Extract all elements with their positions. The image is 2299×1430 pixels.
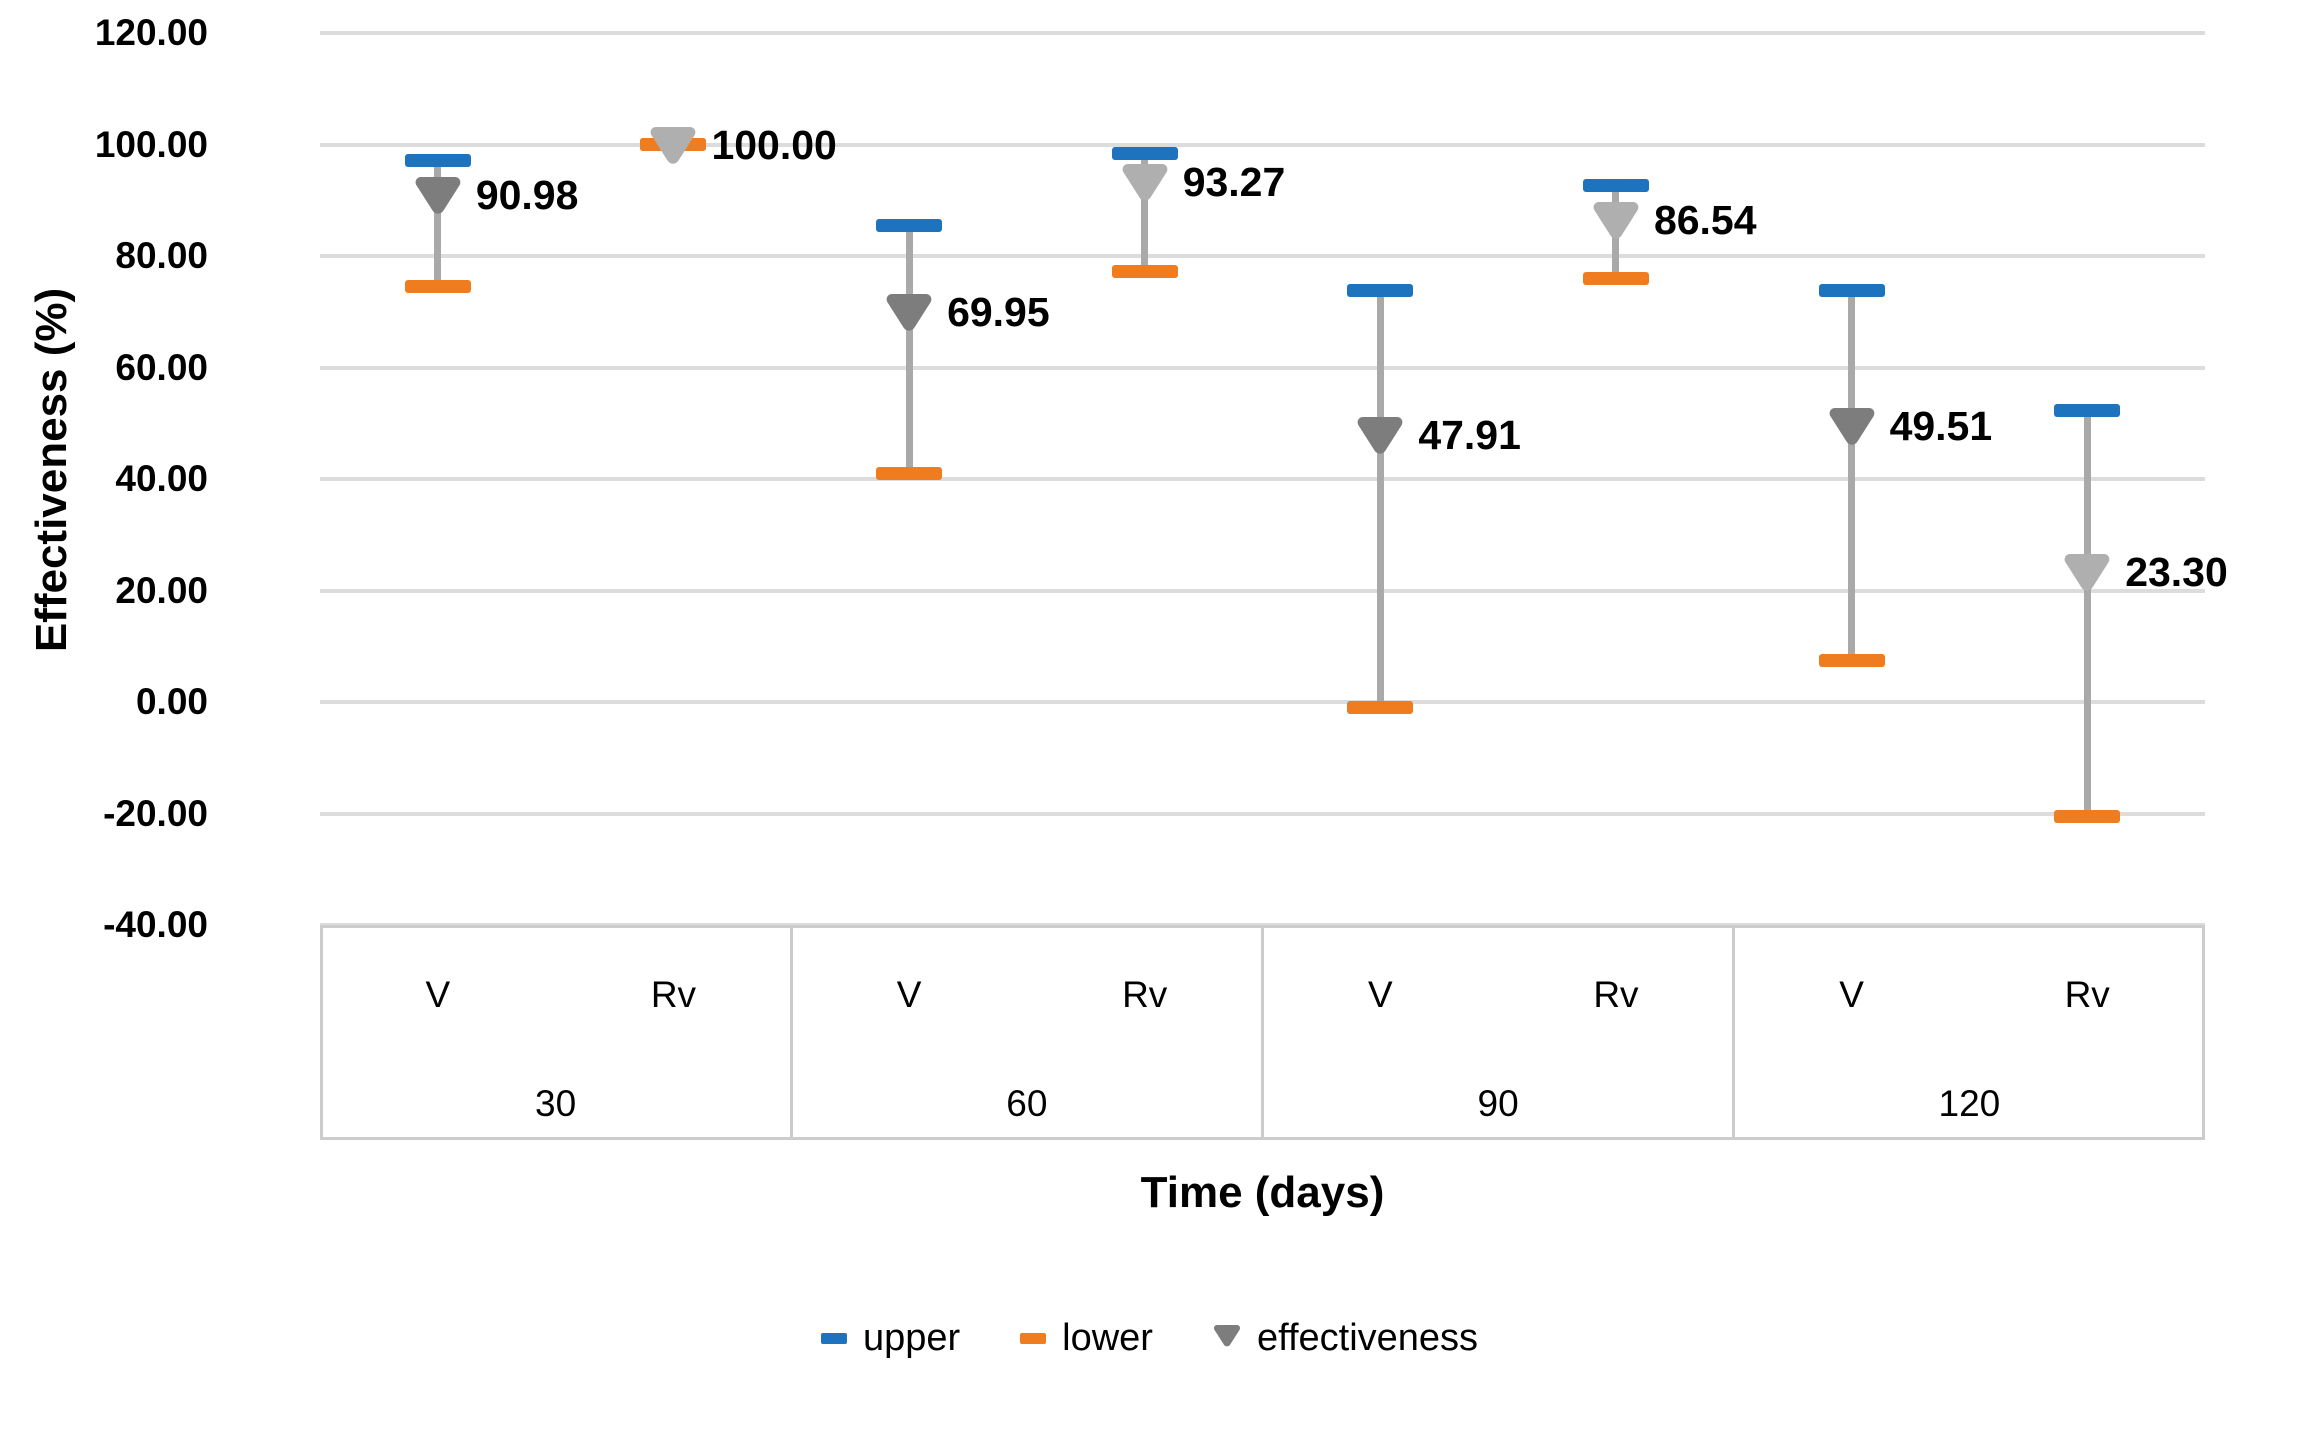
y-tick-label: 60.00 (115, 346, 208, 388)
group-divider (1732, 925, 1736, 1140)
effectiveness-marker (649, 124, 697, 166)
legend-label: lower (1062, 1317, 1153, 1359)
effectiveness-marker (2063, 551, 2111, 593)
upper-cap (1818, 283, 1885, 297)
y-tick-label: 120.00 (94, 12, 208, 53)
y-tick-label: 40.00 (115, 458, 208, 499)
error-bar-stem (905, 225, 913, 474)
group-label: 90 (1477, 1083, 1519, 1124)
group-label: 120 (1938, 1083, 2001, 1124)
upper-cap (1582, 179, 1649, 193)
legend-item-upper: upper (820, 1316, 961, 1360)
data-label: 86.54 (1653, 196, 1757, 243)
gridline (320, 142, 2205, 147)
error-bar-stem (2083, 410, 2091, 817)
category-label: Rv (650, 974, 697, 1015)
effectiveness-marker (414, 174, 462, 216)
lower-cap (1818, 653, 1885, 667)
lower-cap (1582, 271, 1649, 285)
gridline (320, 700, 2205, 704)
gridline (320, 477, 2205, 481)
effectiveness-marker (885, 291, 933, 333)
category-label: V (1367, 974, 1393, 1015)
category-label: V (896, 974, 922, 1015)
upper-cap (876, 218, 943, 232)
legend-item-lower: lower (1020, 1316, 1153, 1360)
data-label: 49.51 (1889, 402, 1993, 449)
lower-cap (2054, 810, 2121, 824)
category-label: Rv (1122, 974, 1168, 1015)
lower-legend-key-icon (1020, 1332, 1047, 1344)
data-label: 23.30 (2125, 549, 2228, 596)
effectiveness-marker (1121, 161, 1169, 203)
category-label: Rv (1593, 974, 1639, 1015)
y-tick-label: 0.00 (135, 681, 208, 722)
effectiveness-legend-key-icon (1213, 1323, 1241, 1353)
category-label: V (1839, 974, 1864, 1015)
error-bar-stem (1376, 290, 1384, 707)
upper-cap (2054, 403, 2121, 417)
data-label: 47.91 (1418, 411, 1521, 458)
legend-label: effectiveness (1256, 1317, 1479, 1359)
data-label: 69.95 (947, 289, 1050, 336)
group-label: 30 (535, 1083, 577, 1124)
legend-item-effectiveness: effectiveness (1213, 1316, 1478, 1360)
lower-cap (1111, 264, 1178, 278)
effectiveness-marker (1828, 405, 1876, 447)
data-label: 100.00 (711, 121, 837, 168)
y-tick-label: 100.00 (94, 123, 208, 165)
lower-cap (404, 280, 471, 294)
group-divider (1261, 925, 1264, 1140)
y-tick-label: -20.00 (103, 792, 208, 834)
gridline (320, 31, 2205, 35)
error-bar-stem (434, 160, 442, 287)
gridline (320, 365, 2205, 370)
y-tick-label: 80.00 (115, 235, 208, 276)
effectiveness-marker (1356, 414, 1404, 456)
legend-label: upper (862, 1317, 961, 1359)
upper-cap (1111, 146, 1178, 160)
category-label: V (425, 974, 451, 1015)
data-label: 93.27 (1182, 159, 1286, 206)
error-bar-stem (1848, 290, 1856, 661)
y-tick-label: -40.00 (103, 904, 208, 945)
gridline (320, 811, 2205, 816)
upper-cap (404, 153, 471, 167)
lower-cap (1347, 700, 1414, 714)
category-label: Rv (2064, 974, 2110, 1015)
upper-legend-key-icon (820, 1332, 847, 1344)
gridline (320, 588, 2205, 593)
group-divider (789, 925, 793, 1140)
y-tick-label: 20.00 (115, 569, 208, 611)
group-label: 60 (1006, 1083, 1048, 1124)
data-label: 90.98 (475, 171, 579, 218)
error-bar-stem (1141, 153, 1149, 272)
y-axis-title: Effectiveness (%) (27, 287, 76, 653)
effectiveness-marker (1592, 199, 1640, 241)
chart-legend: upper lower effectiveness (0, 1316, 2299, 1360)
upper-cap (1347, 283, 1414, 297)
lower-cap (876, 466, 943, 480)
x-axis-title: Time (days) (1140, 1168, 1385, 1217)
gridline (320, 254, 2205, 258)
